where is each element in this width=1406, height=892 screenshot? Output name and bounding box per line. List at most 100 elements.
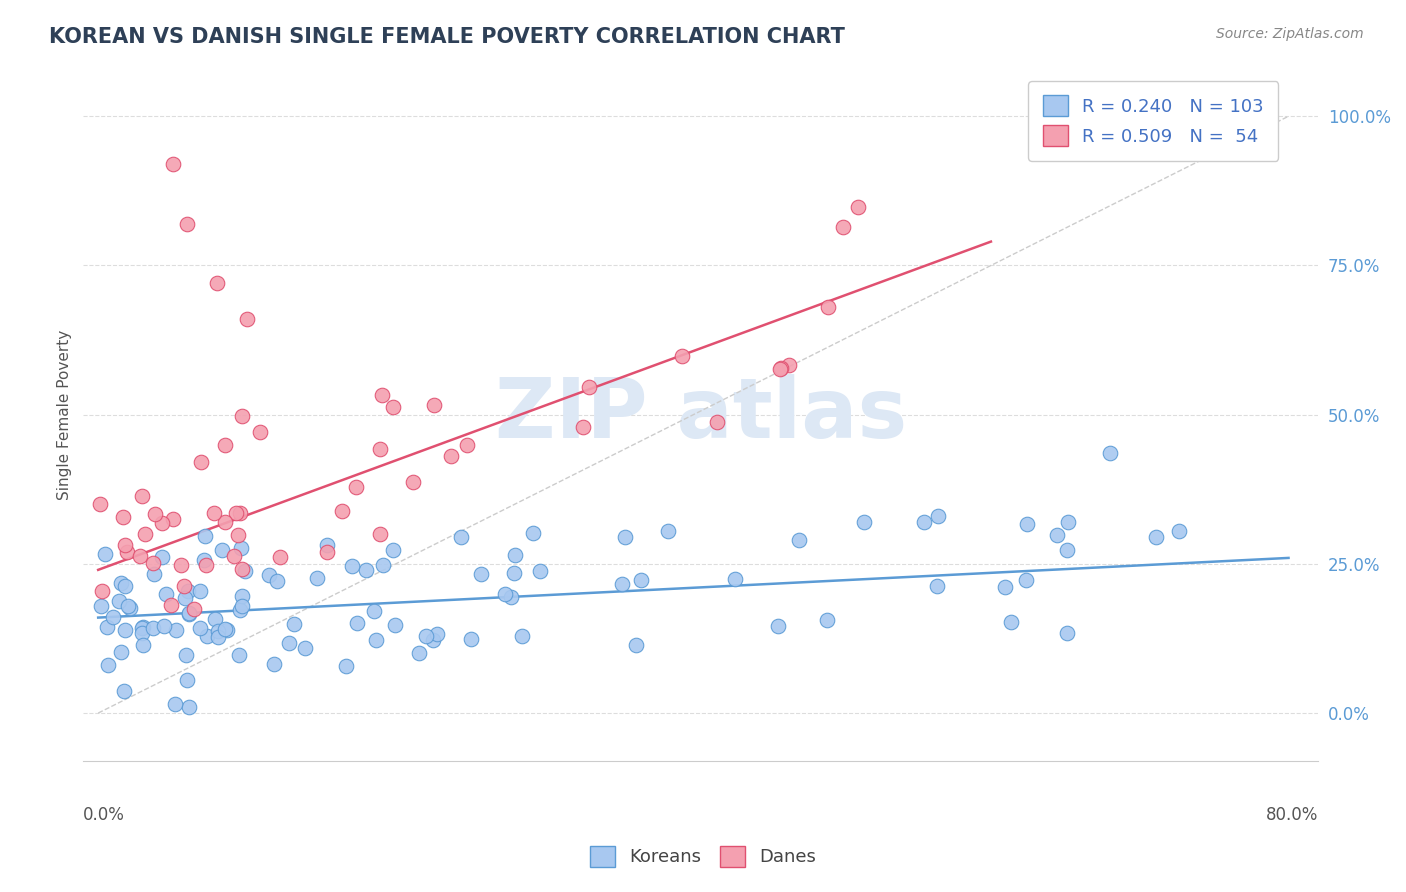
Point [214,622,236,636]
Point [257,567,280,582]
Point [162,512,184,526]
Point [131,626,153,640]
Point [173,579,195,593]
Point [578,380,600,394]
Point [422,632,444,647]
Point [381,542,404,557]
Point [162,157,184,171]
Point [510,629,533,643]
Point [215,624,238,638]
Point [117,599,139,614]
Point [460,632,482,646]
Point [831,219,853,234]
Point [1056,543,1078,558]
Point [195,629,218,643]
Point [330,504,353,518]
Point [614,530,637,544]
Point [277,636,299,650]
Point [114,538,136,552]
Point [112,684,135,698]
Point [110,645,132,659]
Point [368,527,391,541]
Point [179,700,201,714]
Point [142,567,165,582]
Point [1056,626,1078,640]
Point [118,601,141,615]
Point [224,549,246,564]
Point [236,312,259,326]
Point [231,562,253,576]
Point [371,558,394,573]
Point [228,648,250,662]
Point [176,673,198,687]
Point [231,409,253,424]
Legend: Koreans, Danes: Koreans, Danes [582,838,824,874]
Point [145,507,167,521]
Point [346,616,368,631]
Point [499,591,522,605]
Point [183,601,205,615]
Point [188,584,211,599]
Point [315,538,337,552]
Point [231,599,253,613]
Point [204,612,226,626]
Point [1144,530,1167,544]
Point [335,659,357,673]
Point [354,563,377,577]
Point [294,641,316,656]
Point [384,617,406,632]
Point [766,619,789,633]
Point [152,619,174,633]
Point [269,550,291,565]
Point [108,594,131,608]
Point [228,602,250,616]
Point [205,277,228,291]
Point [207,630,229,644]
Point [283,617,305,632]
Point [778,358,800,372]
Point [1099,446,1122,460]
Point [225,506,247,520]
Point [505,549,527,563]
Point [770,361,793,376]
Point [456,438,478,452]
Point [769,362,792,376]
Point [426,627,449,641]
Point [815,613,838,627]
Point [1057,515,1080,529]
Point [657,524,679,538]
Point [132,620,155,634]
Point [610,576,633,591]
Point [522,525,544,540]
Point [142,621,165,635]
Point [226,528,249,542]
Point [110,576,132,591]
Point [848,200,870,214]
Point [994,580,1017,594]
Point [114,579,136,593]
Point [129,549,152,563]
Point [344,480,367,494]
Point [132,638,155,652]
Point [96,620,118,634]
Point [494,587,516,601]
Point [176,583,198,598]
Point [671,349,693,363]
Point [150,516,173,530]
Point [160,598,183,612]
Point [817,300,839,314]
Point [211,543,233,558]
Text: ZIP atlas: ZIP atlas [495,374,907,455]
Point [165,623,187,637]
Point [724,572,747,586]
Point [340,558,363,573]
Point [1015,517,1038,532]
Point [624,638,647,652]
Point [101,609,124,624]
Point [402,475,425,490]
Point [571,420,593,434]
Point [231,589,253,603]
Point [470,567,492,582]
Point [706,415,728,429]
Point [853,516,876,530]
